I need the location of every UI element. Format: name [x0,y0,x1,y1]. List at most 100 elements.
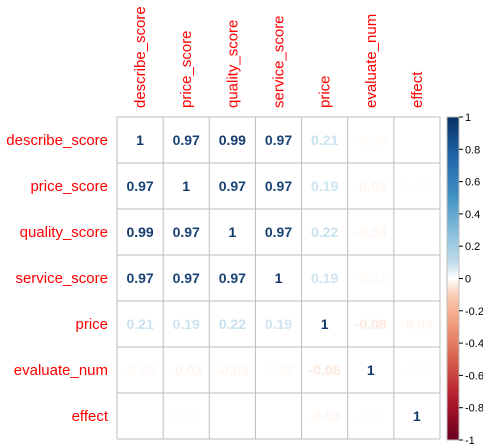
cell-value: 0.97 [173,270,200,286]
row-label: price [75,316,108,333]
cell-value: 0.97 [265,132,292,148]
heatmap-cell [209,255,256,301]
heatmap-cell [209,117,256,163]
colorbar-tick-label: -0.8 [465,403,483,415]
cell-value: 1 [182,178,190,194]
heatmap-cell [347,117,394,163]
column-labels: describe_score price_score quality_score se… [132,6,426,108]
heatmap-cell [117,117,164,163]
heatmap-cell [163,209,210,255]
cell-value: 0.97 [265,178,292,194]
cell-value: -0.03 [401,316,433,332]
colorbar-tick-label: -1 [465,435,475,447]
heatmap-cell [347,255,394,301]
cell-value: 0 [275,408,283,424]
heatmap-cell [163,163,210,209]
cell-value: -0.03 [170,362,202,378]
heatmap-cell [255,393,302,439]
cell-value: -0.02 [263,362,295,378]
heatmap-cell [347,393,394,439]
cell-value: -0.03 [355,178,387,194]
cell-value: -0.03 [355,224,387,240]
column-label: evaluate_num [363,14,380,108]
row-labels: describe_score price_score quality_scorese… [6,132,109,425]
column-label: price_score [178,30,195,108]
heatmap-cell [255,347,302,393]
cell-value: -0.08 [309,362,341,378]
cell-value: 0 [413,132,421,148]
heatmap-cell [209,209,256,255]
cell-value: 0 [413,270,421,286]
heatmap-cells [117,117,440,439]
heatmap-cell [393,117,440,163]
column-label: service_score [270,15,287,108]
heatmap-cell [347,301,394,347]
heatmap-grid [116,116,441,440]
colorbar-legend: 1 0.8 0.6 0.4 0.2 0 -0.2 -0.4 -0.6 -0.8 -1 [446,112,483,447]
heatmap-cell [209,301,256,347]
heatmap-cell [117,209,164,255]
heatmap-cell [301,301,348,347]
cell-value: 0 [228,408,236,424]
cell-value: 0.97 [265,224,292,240]
cell-value: 0.97 [219,270,246,286]
row-label: quality_score [20,224,108,241]
heatmap-cell [163,255,210,301]
cell-value: 0.97 [219,178,246,194]
cell-value: -0.02 [355,270,387,286]
cell-value: 0.01 [403,178,430,194]
cell-value: 0.22 [311,224,338,240]
heatmap-cell [301,255,348,301]
cell-value: -0.03 [309,408,341,424]
heatmap-cell [209,393,256,439]
cell-value: 0 [136,408,144,424]
colorbar-tick-label: 1 [465,112,471,124]
heatmap-cell [393,255,440,301]
colorbar-tick-label: 0.6 [465,177,480,189]
cell-value: 0 [413,224,421,240]
colorbar-tick-label: 0.4 [465,209,480,221]
cell-value: 1 [413,408,421,424]
heatmap-cell [163,347,210,393]
cell-value: -0.01 [401,362,433,378]
heatmap-cell [393,347,440,393]
heatmap-cell [117,163,164,209]
cell-value: 0.19 [311,270,338,286]
heatmap-cell [255,209,302,255]
heatmap-cell [117,301,164,347]
heatmap-cell [255,163,302,209]
cell-value: 1 [321,316,329,332]
cell-value: 0.01 [173,408,200,424]
heatmap-cell [393,163,440,209]
cell-value: 0.97 [126,270,153,286]
column-label: quality_score [224,20,241,108]
heatmap-cell [117,347,164,393]
heatmap-cell [393,393,440,439]
colorbar-tick-label: -0.2 [465,306,483,318]
cell-value: -0.03 [216,362,248,378]
heatmap-cell [301,209,348,255]
cell-value: 0.22 [219,316,246,332]
cell-value: 0.21 [126,316,153,332]
cell-value: 1 [275,270,283,286]
cell-value: 0.99 [219,132,246,148]
heatmap-cell [301,163,348,209]
column-label: describe_score [132,6,149,108]
cell-value: 1 [136,132,144,148]
heatmap-cell [209,163,256,209]
row-label: price_score [30,178,108,195]
colorbar-tick-label: 0 [465,274,471,286]
cell-value: 0.19 [265,316,292,332]
heatmap-cell [393,209,440,255]
colorbar-tick-label: 0.2 [465,241,480,253]
heatmap-cell [209,347,256,393]
heatmap-cell [255,255,302,301]
heatmap-cell [163,117,210,163]
heatmap-cell [301,347,348,393]
cell-value: 1 [367,362,375,378]
heatmap-cell [393,301,440,347]
heatmap-cell [347,163,394,209]
heatmap-cell [255,301,302,347]
colorbar-tick-label: 0.8 [465,144,480,156]
